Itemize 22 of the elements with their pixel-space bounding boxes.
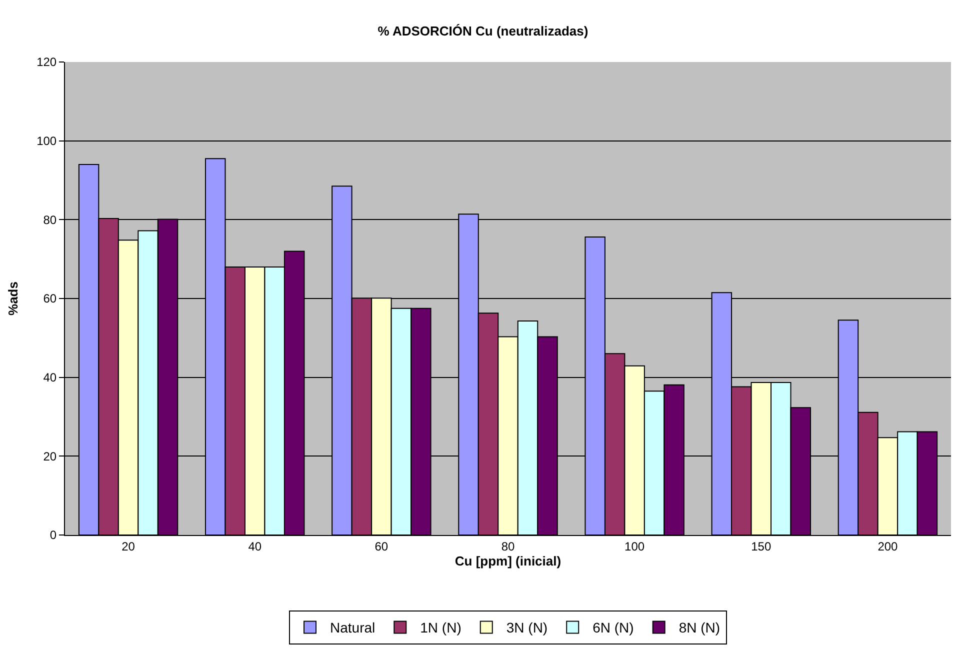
x-tick-label: 80 [501,539,515,554]
legend-label: Natural [330,620,376,636]
x-tick-label: 100 [624,539,645,554]
x-tick-label: 40 [248,539,262,554]
x-tick-label: 20 [122,539,136,554]
x-tick-label: 200 [878,539,898,554]
y-tick-label: 80 [43,212,57,227]
legend-label: 1N (N) [420,620,462,636]
y-tick-label: 60 [43,292,57,306]
y-axis-title: %ads [6,282,21,316]
x-tick-label: 150 [751,539,772,554]
legend-label: 8N (N) [678,620,720,636]
y-tick-label: 40 [43,370,57,385]
legend-label: 3N (N) [506,620,548,636]
chart-title: % ADSORCIÓN Cu (neutralizadas) [378,23,588,38]
x-axis-title: Cu [ppm] (inicial) [454,553,562,568]
y-tick-label: 100 [36,134,57,148]
y-tick-label: 0 [50,528,57,542]
legend-label: 6N (N) [592,620,634,636]
y-tick-label: 120 [36,55,57,70]
y-tick-label: 20 [43,449,57,464]
x-tick-label: 60 [374,539,388,554]
